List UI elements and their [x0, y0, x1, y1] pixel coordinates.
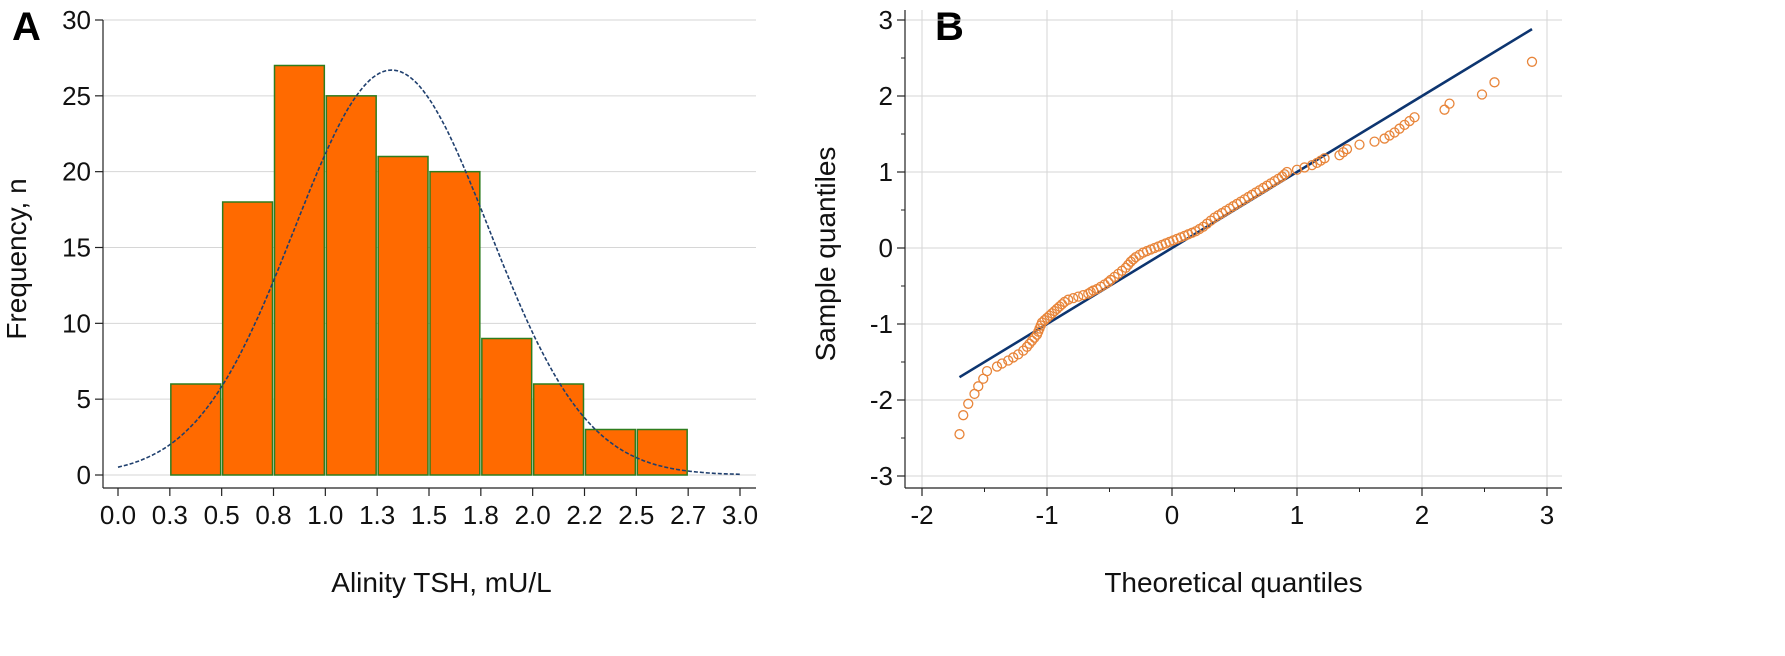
qq-axes: [904, 10, 1562, 489]
panel-letter-b: B: [935, 5, 964, 49]
x-tick-label: 0: [1165, 500, 1179, 530]
histogram-panel: A 0.0 0.3 0.5 0.8 1.0 1.3 1.5 1.8 2.0 2.2 2.5 2.7 3.…: [1, 5, 758, 598]
histogram-bar: [377, 155, 429, 476]
histogram-bar: [481, 337, 533, 476]
histogram-bar: [429, 170, 481, 476]
data-point: [1439, 104, 1450, 115]
data-point: [954, 429, 965, 440]
y-tick-label: 3: [879, 5, 893, 35]
histogram-bar: [532, 383, 585, 476]
qq-y-axis-title: Sample quantiles: [810, 147, 841, 362]
data-point: [981, 365, 993, 377]
histogram-x-axis-title: Alinity TSH, mU/L: [331, 567, 551, 598]
x-tick-label: 1.3: [359, 500, 395, 530]
x-tick-label: 0.8: [255, 500, 291, 530]
y-tick-label: 0: [77, 460, 91, 490]
x-tick-label: 1.5: [411, 500, 447, 530]
x-tick-label: 2.5: [618, 500, 654, 530]
histogram-bar: [325, 95, 377, 476]
data-point: [1476, 89, 1488, 100]
x-tick-label: 1: [1290, 500, 1304, 530]
normal-curve: [117, 69, 741, 476]
data-point: [1128, 254, 1139, 265]
qq-x-ticks: -2 -1 0 1 2 3: [910, 488, 1554, 530]
data-point: [1526, 56, 1538, 67]
x-tick-label: -2: [910, 500, 933, 530]
data-point: [973, 381, 984, 392]
data-point: [996, 358, 1008, 369]
y-tick-label: 15: [62, 233, 91, 263]
data-point: [1291, 164, 1303, 175]
data-point: [1021, 341, 1033, 352]
data-point: [958, 410, 969, 421]
data-point: [1319, 153, 1330, 164]
y-tick-label: -3: [870, 461, 893, 491]
histogram-bars: [170, 64, 688, 476]
x-tick-label: 1.8: [463, 500, 499, 530]
panel-letter-a: A: [12, 5, 41, 49]
y-tick-label: 10: [62, 308, 91, 338]
data-point: [1281, 166, 1293, 178]
data-point: [1083, 288, 1094, 299]
data-point: [1003, 355, 1014, 366]
data-point: [1354, 139, 1365, 150]
data-point: [1489, 77, 1500, 88]
y-tick-label: 1: [879, 157, 893, 187]
data-point: [1073, 291, 1084, 302]
data-point: [1063, 294, 1074, 305]
data-point: [1103, 277, 1114, 288]
y-tick-label: 0: [879, 233, 893, 263]
histogram-bar: [170, 383, 222, 476]
y-tick-label: 20: [62, 157, 91, 187]
data-point: [1341, 144, 1353, 155]
data-point: [1306, 160, 1318, 171]
data-point: [1085, 286, 1096, 298]
data-point: [1026, 335, 1038, 346]
x-tick-label: 1.0: [307, 500, 343, 530]
data-point: [1024, 338, 1035, 349]
x-tick-label: 0.3: [152, 500, 188, 530]
data-point: [1120, 262, 1131, 273]
data-point: [963, 398, 974, 409]
x-tick-label: 0.5: [204, 500, 240, 530]
data-point: [1299, 162, 1310, 173]
histogram-y-ticks: 0 5 10 15 20 25 30: [62, 5, 103, 490]
histogram-bar: [584, 428, 637, 476]
data-point: [1444, 98, 1455, 109]
data-point: [1409, 112, 1420, 123]
qq-grid: [905, 10, 1562, 488]
x-tick-label: 2.2: [566, 500, 602, 530]
qq-y-ticks: -3 -2 -1 0 1 2 3: [870, 5, 905, 491]
data-point: [1018, 345, 1029, 356]
y-tick-label: 25: [62, 81, 91, 111]
data-point: [1068, 293, 1079, 304]
x-tick-label: 3: [1540, 500, 1554, 530]
data-point: [1279, 169, 1290, 180]
x-tick-label: 3.0: [722, 500, 758, 530]
x-tick-label: 0.0: [100, 500, 136, 530]
y-tick-label: 5: [77, 384, 91, 414]
y-tick-label: 2: [879, 81, 893, 111]
histogram-x-ticks: 0.0 0.3 0.5 0.8 1.0 1.3 1.5 1.8 2.0 2.2 2.5 2.7 3.0: [100, 488, 758, 530]
x-tick-label: 2: [1415, 500, 1429, 530]
y-tick-label: 30: [62, 5, 91, 35]
histogram-bar: [636, 428, 688, 476]
data-point: [991, 361, 1003, 372]
data-point: [1369, 136, 1380, 147]
histogram-y-axis-title: Frequency, n: [1, 178, 32, 339]
y-tick-label: -1: [870, 309, 893, 339]
qq-panel: B -2 -1 0 1 2 3 -3 -2 -1 0 1 2 3 Theoretical quanti…: [810, 5, 1562, 598]
data-point: [1008, 352, 1019, 363]
qq-points: [954, 56, 1538, 440]
x-tick-label: -1: [1035, 500, 1058, 530]
x-tick-label: 2.0: [515, 500, 551, 530]
qq-x-axis-title: Theoretical quantiles: [1104, 567, 1362, 598]
x-tick-label: 2.7: [670, 500, 706, 530]
data-point: [1379, 133, 1390, 144]
y-tick-label: -2: [870, 385, 893, 415]
histogram-bar: [273, 64, 326, 476]
data-point: [1384, 130, 1395, 141]
